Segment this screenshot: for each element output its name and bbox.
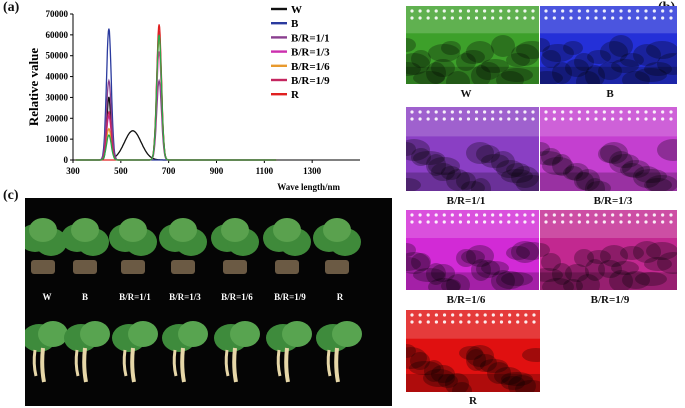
y-tick-label: 40000 [46,72,69,82]
y-tick-label: 30000 [46,92,69,102]
photo-br-1-3 [540,107,677,191]
y-tick-label: 50000 [46,51,69,61]
photo-b-drawing [540,6,677,84]
plant-label-br-1-3: B/R=1/3 [169,292,201,302]
x-tick-label: 1100 [256,166,274,176]
photo-br-1-6-drawing [406,210,539,290]
x-tick-label: 1300 [303,166,322,176]
plant-label-w: W [42,292,52,302]
y-tick-label: 70000 [46,9,69,19]
photo-br-1-6 [406,210,539,290]
legend-entry-0: W [291,4,302,16]
caption-br-1-9: B/R=1/9 [590,294,630,306]
x-tick-label: 900 [210,166,224,176]
x-tick-label: 700 [162,166,176,176]
legend-entry-2: B/R=1/1 [291,32,330,44]
photo-w [406,6,539,84]
photo-br-1-1-drawing [406,107,539,191]
photo-br-1-9-drawing [540,210,677,290]
plant-label-r: R [336,292,344,302]
panel-label-a: (a) [3,0,20,15]
plant-label-br-1-6: B/R=1/6 [221,292,253,302]
x-axis-label: Wave length/nm [277,182,340,192]
legend-entry-3: B/R=1/3 [291,47,330,59]
photo-r-drawing [406,310,540,392]
caption-b: B [606,88,614,100]
spectrum-chart: 0 10000 20000 30000 40000 50000 60000 70000 300 5… [26,4,360,192]
plant-photo: W B B/R=1/1 B/R=1/3 B/R=1/6 B/R=1/9 R [25,198,392,406]
y-axis-label: Relative value [26,48,41,127]
photo-w-drawing [406,6,539,84]
legend-entry-4: B/R=1/6 [291,61,330,73]
plant-photo-drawing [25,218,362,383]
photo-br-1-1 [406,107,539,191]
y-tick-label: 60000 [46,30,69,40]
x-tick-label: 300 [66,166,80,176]
plant-label-br-1-1: B/R=1/1 [119,292,151,302]
panel-label-c: (c) [3,188,19,203]
photo-br-1-9 [540,210,677,290]
caption-r: R [469,395,477,407]
caption-br-1-1: B/R=1/1 [446,195,486,207]
caption-br-1-3: B/R=1/3 [593,195,633,207]
legend-entry-1: B [291,18,299,30]
y-tick-label: 20000 [46,113,69,123]
legend-entry-5: B/R=1/9 [291,75,330,87]
plant-label-br-1-9: B/R=1/9 [274,292,306,302]
photo-br-1-3-drawing [540,107,677,191]
photo-r [406,310,540,392]
legend-entry-6: R [291,89,300,101]
x-tick-label: 500 [114,166,128,176]
plant-label-b: B [81,292,88,302]
series-line-7 [75,34,277,161]
y-tick-label: 0 [64,155,69,165]
y-tick-label: 10000 [46,134,69,144]
caption-w: W [460,88,472,100]
photo-b [540,6,677,84]
caption-br-1-6: B/R=1/6 [446,294,486,306]
